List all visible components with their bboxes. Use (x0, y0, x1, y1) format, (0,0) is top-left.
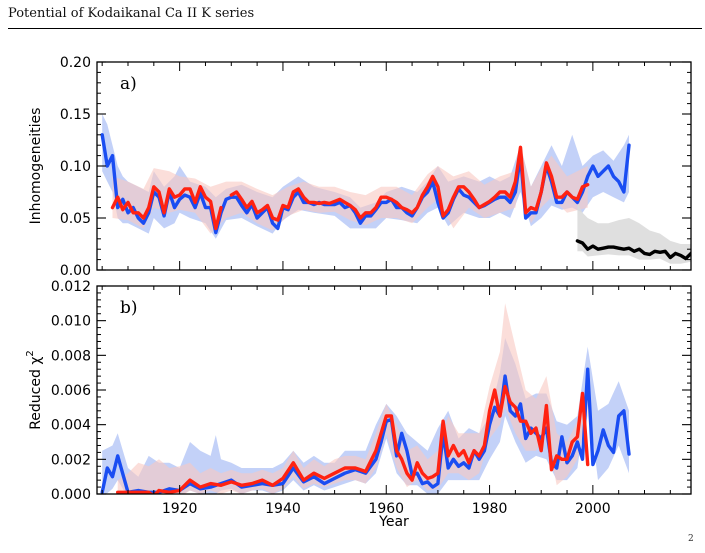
series-line-red (110, 145, 590, 231)
chart-panel-a: 0.00 0.05 0.10 0.15 0.20 a) Inhomogeneities (28, 55, 692, 279)
running-title: Potential of Kodaikanal Ca II K series (8, 6, 255, 21)
series-line-red (116, 384, 590, 494)
x-axis-title: Year (378, 514, 409, 530)
plot-area (100, 303, 631, 494)
y-tick-label: 0.05 (60, 211, 91, 227)
y-tick-label: 0.012 (51, 279, 91, 295)
x-tick-label: 1960 (368, 501, 404, 517)
y-axis-title-superscript: 2 (25, 350, 36, 356)
y-axis-title: Inhomogeneities (28, 108, 44, 225)
series-line-black (575, 239, 691, 261)
caption-fragment: 2 (688, 534, 694, 544)
y-axis-title: Reduced χ2 (25, 350, 44, 430)
y-tick-label: 0.15 (60, 107, 91, 123)
y-tick-label: 0.002 (51, 452, 91, 468)
x-tick-label: 1920 (162, 501, 198, 517)
chart-panel-b: 0.000 0.002 0.004 0.006 0.008 0.010 0.012 1920 1… (25, 279, 692, 530)
y-tick-label: 0.000 (51, 487, 91, 503)
panel-label: b) (120, 298, 138, 318)
header-rule (8, 28, 702, 29)
y-tick-label: 0.10 (60, 159, 91, 175)
y-tick-label: 0.20 (60, 55, 91, 71)
y-tick-label: 0.006 (51, 383, 91, 399)
x-tick-label: 2000 (575, 501, 611, 517)
y-tick-label: 0.004 (51, 418, 91, 434)
panel-label: a) (120, 74, 137, 94)
plot-area (100, 114, 691, 264)
x-tick-label: 1940 (265, 501, 301, 517)
uncertainty-band-red (112, 145, 588, 234)
uncertainty-band-red (117, 303, 588, 494)
y-tick-label: 0.008 (51, 348, 91, 364)
y-tick-label: 0.00 (60, 263, 91, 279)
y-tick-label: 0.010 (51, 314, 91, 330)
x-tick-label: 1980 (472, 501, 508, 517)
